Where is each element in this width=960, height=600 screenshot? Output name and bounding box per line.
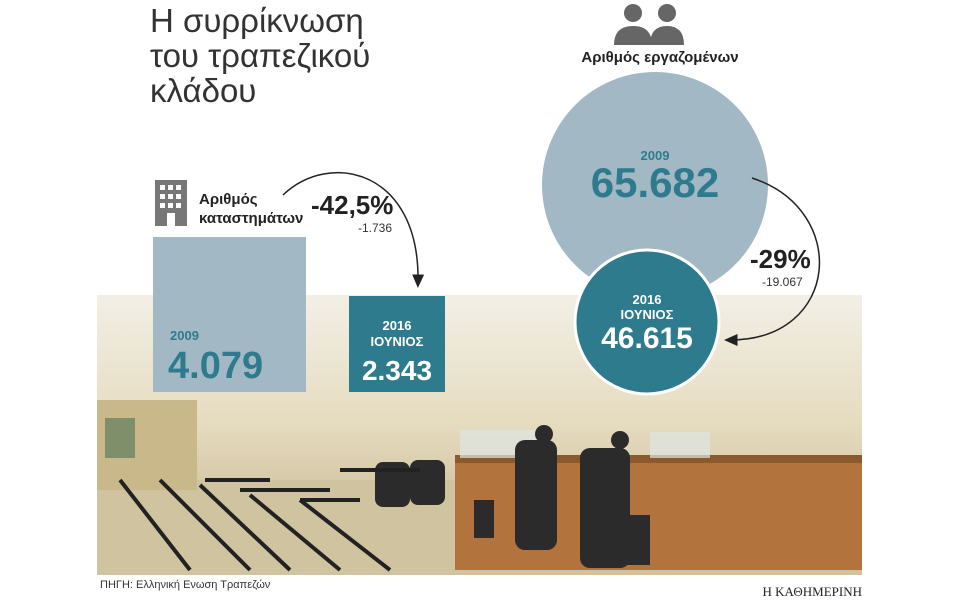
employees-difference: -19.067	[762, 275, 803, 289]
title-line: Η συρρίκνωση	[150, 2, 364, 39]
branches-after-box	[349, 296, 445, 392]
branches-difference: -1.736	[358, 221, 392, 235]
source: ΠΗΓΗ: Ελληνική Ενωση Τραπεζών	[100, 579, 271, 591]
employees-after-circle	[573, 248, 721, 396]
employees-before-circle	[542, 72, 768, 298]
branches-before-value: 4.079	[168, 345, 263, 387]
employees-after-value: 46.615	[601, 322, 693, 355]
arrow	[724, 177, 821, 346]
title-line: του τραπεζικού	[150, 37, 370, 74]
period: ΙΟΥΝΙΟΣ	[621, 307, 674, 322]
branches-label: καταστημάτων	[199, 210, 303, 227]
employees-change: -29%	[750, 244, 811, 274]
brand: Η ΚΑΘΗΜΕΡΙΝΗ	[763, 584, 863, 599]
branches-change: -42,5%	[311, 190, 393, 220]
arrow	[282, 172, 425, 288]
employees-before-value: 65.682	[591, 159, 719, 206]
title-line: κλάδου	[150, 72, 256, 109]
branches-before-box	[153, 237, 306, 392]
period: 2016	[383, 318, 412, 333]
building-icon	[155, 180, 187, 226]
branches-after-value: 2.343	[362, 355, 432, 386]
period: 2016	[633, 292, 662, 307]
period: 2009	[170, 328, 199, 343]
branches-label: Αριθμός	[199, 191, 258, 208]
people-icon	[614, 4, 684, 45]
period: ΙΟΥΝΙΟΣ	[371, 334, 424, 349]
period: 2009	[641, 148, 670, 163]
employees-label: Αριθμός εργαζομένων	[581, 49, 738, 66]
